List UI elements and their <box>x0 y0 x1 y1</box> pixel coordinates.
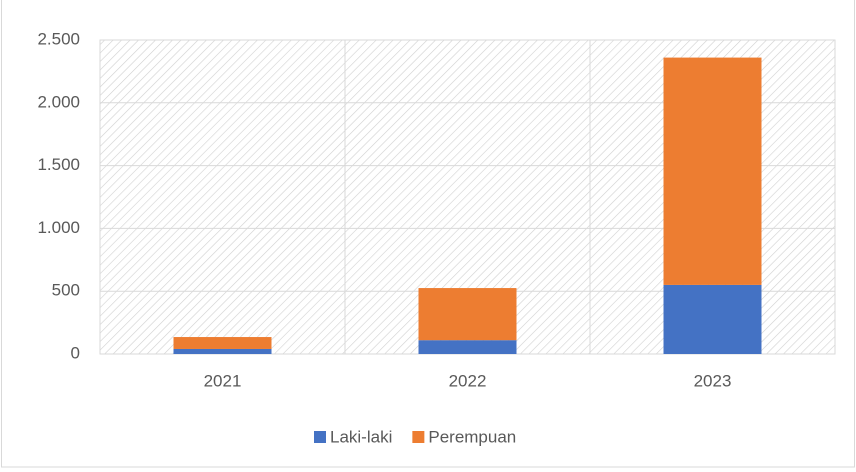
y-tick-label: 2.000 <box>37 92 80 111</box>
legend-swatch <box>412 431 425 443</box>
x-tick-label: 2021 <box>204 371 242 390</box>
x-tick-label: 2022 <box>449 371 487 390</box>
y-tick-label: 1.500 <box>37 155 80 174</box>
y-tick-label: 1.000 <box>37 218 80 237</box>
legend-label: Laki-laki <box>330 427 392 446</box>
bar-segment <box>418 340 517 354</box>
y-tick-label: 2.500 <box>37 29 80 48</box>
legend-swatch <box>314 431 326 443</box>
y-tick-label: 0 <box>71 343 80 362</box>
x-tick-label: 2023 <box>694 371 732 390</box>
bar-segment <box>173 337 272 349</box>
bar-segment <box>663 284 762 354</box>
legend-label: Perempuan <box>428 427 516 446</box>
bar-segment <box>663 57 762 285</box>
bar-segment <box>418 288 517 341</box>
y-tick-label: 500 <box>52 281 80 300</box>
bar-segment <box>173 348 272 354</box>
